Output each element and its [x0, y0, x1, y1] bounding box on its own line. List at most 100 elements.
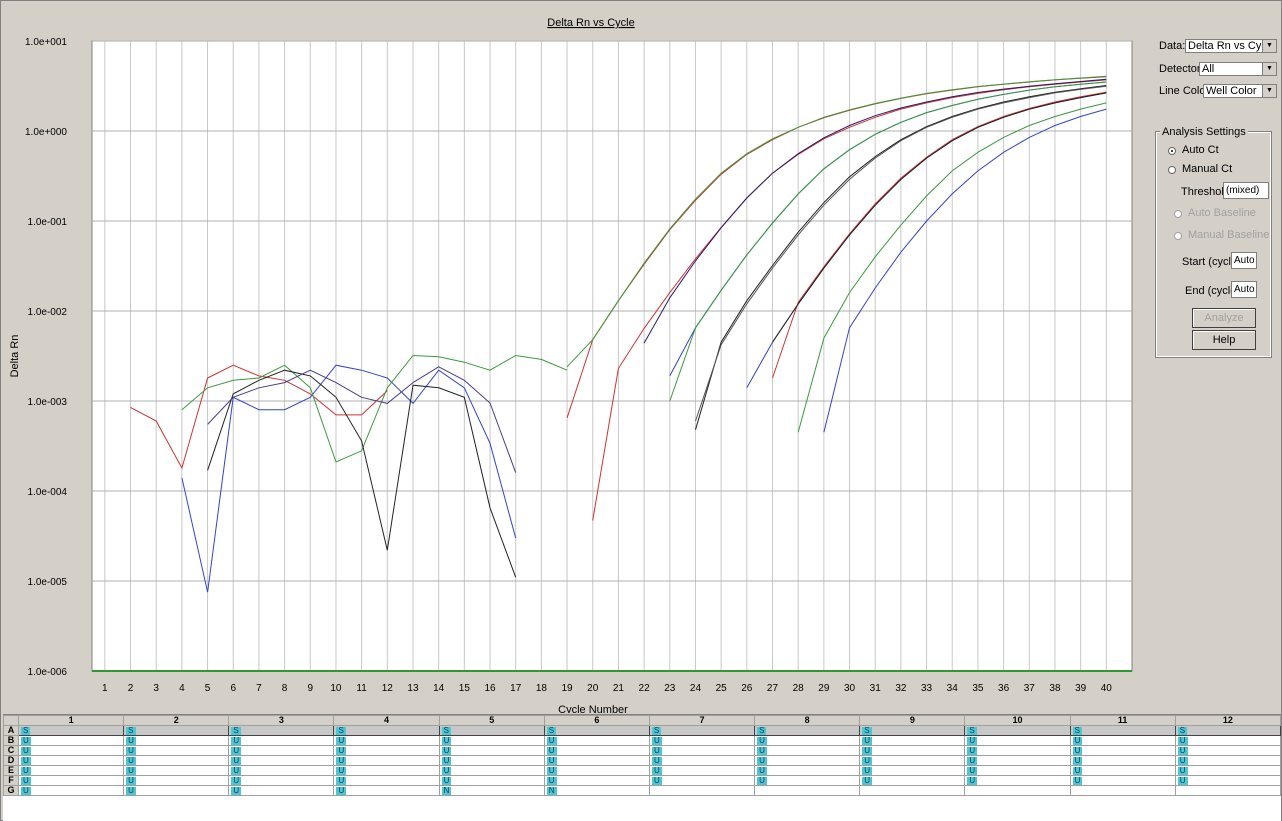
plate-well[interactable]: U [1069, 755, 1176, 766]
plate-well[interactable]: S [1069, 725, 1176, 736]
plate-well[interactable]: U [17, 785, 125, 796]
plate-column-header[interactable]: 11 [1069, 715, 1176, 726]
plate-well[interactable]: U [123, 785, 230, 796]
plate-well[interactable]: U [17, 765, 125, 776]
plate-column-header[interactable]: 1 [17, 715, 125, 726]
plate-well[interactable]: U [648, 765, 756, 776]
plate-well[interactable]: S [1174, 725, 1282, 736]
plate-well[interactable]: U [543, 755, 650, 766]
plate-column-header[interactable]: 6 [543, 715, 650, 726]
start-cycle-field[interactable]: Auto [1231, 252, 1257, 269]
plate-well[interactable]: U [1069, 735, 1176, 746]
auto-baseline-label[interactable]: Auto Baseline [1188, 207, 1256, 219]
plate-well[interactable]: S [859, 725, 966, 736]
plate-well[interactable]: U [754, 735, 861, 746]
amplification-curve-1[interactable] [130, 364, 388, 470]
auto-baseline-radio[interactable] [1174, 210, 1182, 218]
plate-well[interactable]: U [123, 775, 230, 786]
plate-well[interactable]: U [1174, 735, 1282, 746]
plate-well[interactable]: U [859, 735, 966, 746]
plate-well[interactable]: U [964, 755, 1071, 766]
plate-well[interactable]: U [17, 735, 125, 746]
manual-ct-radio[interactable] [1168, 166, 1176, 174]
plate-well[interactable]: U [1069, 775, 1176, 786]
chevron-down-icon[interactable]: ▼ [1262, 85, 1276, 97]
manual-ct-label[interactable]: Manual Ct [1182, 163, 1233, 175]
plate-well[interactable]: U [1069, 745, 1176, 756]
help-button[interactable]: Help [1192, 330, 1256, 350]
plate-well[interactable]: U [333, 745, 440, 756]
plate-well[interactable]: U [123, 735, 230, 746]
plate-well[interactable]: U [859, 745, 966, 756]
plate-well[interactable]: U [754, 755, 861, 766]
plate-row-header[interactable]: D [3, 755, 19, 766]
plate-well[interactable] [1069, 785, 1176, 796]
plate-well[interactable]: U [228, 735, 335, 746]
amplification-curve-13[interactable] [695, 85, 1107, 422]
plate-row-header[interactable]: E [3, 765, 19, 776]
manual-baseline-radio[interactable] [1174, 232, 1182, 240]
plate-well[interactable]: U [228, 785, 335, 796]
plate-well[interactable]: U [228, 765, 335, 776]
plate-well[interactable]: U [228, 745, 335, 756]
plate-well[interactable]: S [17, 725, 125, 736]
detector-select[interactable]: All ▼ [1199, 62, 1277, 76]
plate-well[interactable]: S [648, 725, 756, 736]
amplification-curve-18[interactable] [823, 108, 1107, 433]
plate-well[interactable]: S [333, 725, 440, 736]
plate-well[interactable]: U [964, 775, 1071, 786]
plate-well[interactable]: U [754, 765, 861, 776]
plate-well[interactable]: U [438, 745, 545, 756]
auto-ct-label[interactable]: Auto Ct [1182, 144, 1219, 156]
plate-well[interactable]: U [648, 735, 756, 746]
plate-well[interactable]: U [228, 775, 335, 786]
plate-well[interactable]: U [333, 765, 440, 776]
plate-well[interactable]: U [438, 775, 545, 786]
auto-ct-radio[interactable] [1168, 147, 1176, 155]
plate-well[interactable]: U [438, 755, 545, 766]
amplification-curve-16[interactable] [772, 92, 1107, 343]
amplification-curve-9[interactable] [643, 78, 1107, 344]
plate-well[interactable]: U [648, 745, 756, 756]
plate-well[interactable] [859, 785, 966, 796]
amplification-curve-4[interactable] [207, 369, 517, 578]
plate-well[interactable] [754, 785, 861, 796]
plate-well[interactable]: S [228, 725, 335, 736]
plate-well[interactable]: U [1174, 755, 1282, 766]
amplification-curve-17[interactable] [797, 102, 1107, 433]
plate-column-header[interactable]: 7 [648, 715, 756, 726]
chevron-down-icon[interactable]: ▼ [1262, 40, 1276, 52]
plate-well[interactable]: U [438, 735, 545, 746]
data-select[interactable]: Delta Rn vs Cycle ▼ [1185, 39, 1277, 53]
plate-well[interactable]: U [333, 735, 440, 746]
plate-well[interactable] [1174, 785, 1282, 796]
amplification-curve-15[interactable] [772, 91, 1107, 379]
plate-column-header[interactable]: 8 [754, 715, 861, 726]
amplification-curve-12[interactable] [695, 85, 1107, 430]
plate-well[interactable]: U [123, 745, 230, 756]
amplification-curve-7[interactable] [566, 75, 1107, 368]
plate-well[interactable] [964, 785, 1071, 796]
plate-well[interactable]: S [123, 725, 230, 736]
plate-row-header[interactable]: A [3, 725, 19, 736]
plate-well[interactable]: N [438, 785, 545, 796]
line-color-select[interactable]: Well Color ▼ [1203, 84, 1277, 98]
plate-well[interactable]: U [123, 755, 230, 766]
plate-well[interactable]: U [1069, 765, 1176, 776]
plate-well[interactable]: U [123, 765, 230, 776]
plate-row-header[interactable]: B [3, 735, 19, 746]
plate-well[interactable]: U [964, 745, 1071, 756]
plate-well[interactable]: U [964, 765, 1071, 776]
plate-well[interactable]: U [17, 775, 125, 786]
amplification-curve-5[interactable] [207, 366, 517, 473]
plate-well[interactable]: S [964, 725, 1071, 736]
plate-well[interactable]: U [17, 755, 125, 766]
plate-well[interactable]: N [543, 785, 650, 796]
amplification-curve-3[interactable] [181, 354, 568, 463]
plate-well[interactable]: U [859, 755, 966, 766]
amplification-curve-11[interactable] [669, 81, 1107, 402]
plate-well[interactable]: U [859, 765, 966, 776]
plate-well[interactable]: U [1174, 775, 1282, 786]
plate-column-header[interactable]: 12 [1174, 715, 1282, 726]
amplification-curve-2[interactable] [181, 364, 517, 593]
